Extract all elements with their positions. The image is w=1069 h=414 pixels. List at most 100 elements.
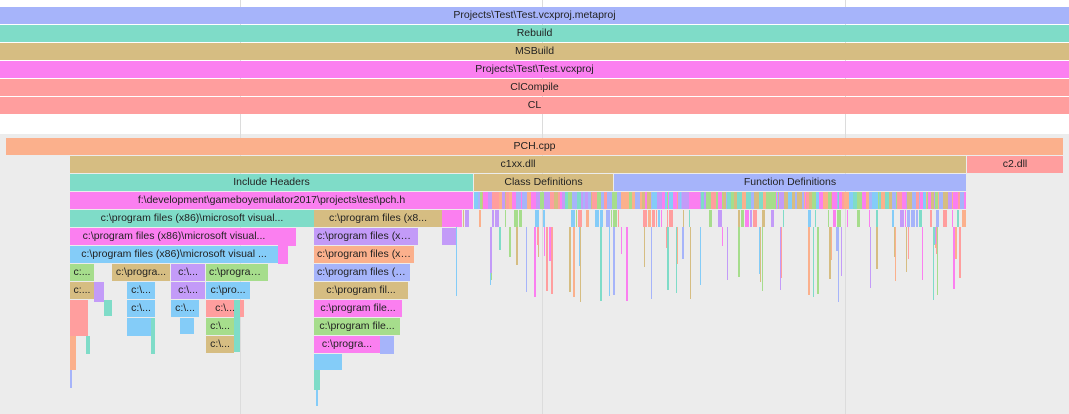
event-sliver <box>876 210 878 227</box>
event-sliver <box>760 227 761 282</box>
phase-include-headers[interactable]: Include Headers <box>70 174 473 191</box>
event-sliver <box>316 390 318 406</box>
event-sliver <box>906 192 907 209</box>
event-vcxproj[interactable]: Projects\Test\Test.vcxproj <box>0 61 1069 78</box>
include-bar[interactable]: c:\program file... <box>314 300 402 317</box>
event-sliver <box>938 192 939 209</box>
event-sliver <box>104 300 112 316</box>
include-bar[interactable]: c:... <box>70 264 94 281</box>
include-bar[interactable]: c:\progra... <box>314 336 380 353</box>
event-sliver <box>492 210 494 227</box>
event-sliver <box>546 192 550 209</box>
event-sliver <box>788 192 792 209</box>
event-sliver <box>677 192 678 209</box>
event-sliver <box>601 192 604 209</box>
event-sliver <box>526 227 527 292</box>
event-sliver <box>866 192 869 209</box>
include-bar[interactable]: c:\program files (x86)\microsoft visual.… <box>70 228 278 245</box>
include-bar[interactable]: c:\... <box>171 282 205 299</box>
event-sliver <box>701 192 704 209</box>
include-bar[interactable]: c:... <box>70 282 94 299</box>
event-sliver <box>565 192 568 209</box>
event-sliver <box>813 227 814 297</box>
event-sliver <box>906 227 907 272</box>
event-sliver <box>750 210 752 227</box>
event-sliver <box>926 192 927 209</box>
file-pch-cpp[interactable]: PCH.cpp <box>6 138 1063 155</box>
include-bar[interactable]: c:\program... <box>206 264 268 281</box>
event-sliver <box>832 192 837 209</box>
event-sliver <box>560 192 562 209</box>
event-sliver <box>948 192 952 209</box>
event-sliver <box>478 192 480 209</box>
event-sliver <box>771 192 776 209</box>
include-bar[interactable]: c:\... <box>171 300 199 317</box>
event-sliver <box>580 227 581 302</box>
event-sliver <box>943 210 947 227</box>
include-bar[interactable]: c:\program files (x86)\microsoft visual.… <box>70 210 314 227</box>
include-bar[interactable]: c:\... <box>127 282 155 299</box>
event-sliver <box>802 192 804 209</box>
event-sliver <box>907 210 910 227</box>
event-sliver <box>657 192 662 209</box>
event-clcompile[interactable]: ClCompile <box>0 79 1069 96</box>
event-sliver <box>928 192 931 209</box>
event-sliver <box>905 210 906 227</box>
header-pch-h[interactable]: f:\development\gameboyemulator2017\proje… <box>70 192 473 209</box>
event-msbuild[interactable]: MSBuild <box>0 43 1069 60</box>
event-sliver <box>652 192 657 209</box>
include-bar[interactable]: c:\progra... <box>112 264 170 281</box>
event-sliver <box>278 228 296 246</box>
event-sliver <box>935 192 938 209</box>
event-sliver <box>600 227 602 301</box>
include-bar[interactable]: c:\pro... <box>206 282 250 299</box>
event-sliver <box>847 210 848 227</box>
include-bar[interactable]: c:\... <box>206 336 234 353</box>
event-sliver <box>831 227 832 260</box>
event-sliver <box>700 192 701 209</box>
event-sliver <box>535 210 539 227</box>
event-sliver <box>151 318 155 354</box>
event-sliver <box>734 192 737 209</box>
event-sliver <box>726 192 727 209</box>
phase-function-definitions[interactable]: Function Definitions <box>614 174 966 191</box>
event-sliver <box>579 227 580 266</box>
event-sliver <box>718 210 722 227</box>
event-sliver <box>819 192 823 209</box>
event-cl[interactable]: CL <box>0 97 1069 114</box>
include-bar[interactable]: c:\program files (x8... <box>314 210 442 227</box>
event-sliver <box>569 227 571 292</box>
include-bar[interactable]: c:\program files (x... <box>314 264 410 281</box>
backend-c2[interactable]: c2.dll <box>967 156 1063 173</box>
include-bar[interactable]: c:\program files (x8... <box>314 246 414 263</box>
event-sliver <box>921 192 923 209</box>
include-bar[interactable]: c:\program fil... <box>314 282 408 299</box>
include-bar[interactable]: c:\... <box>206 318 234 335</box>
event-sliver <box>704 192 706 209</box>
event-sliver <box>952 210 953 227</box>
event-sliver <box>911 210 915 227</box>
include-bar[interactable]: c:\program file... <box>314 318 400 335</box>
event-sliver <box>644 227 645 267</box>
event-rebuild[interactable]: Rebuild <box>0 25 1069 42</box>
event-sliver <box>442 210 462 227</box>
event-sliver <box>878 192 879 209</box>
phase-class-definitions[interactable]: Class Definitions <box>474 174 613 191</box>
include-bar[interactable]: c:\... <box>127 300 155 317</box>
event-sliver <box>576 210 577 227</box>
event-sliver <box>709 210 712 227</box>
frontend-c1xx[interactable]: c1xx.dll <box>70 156 966 173</box>
event-sliver <box>673 192 677 209</box>
event-metaproj[interactable]: Projects\Test\Test.vcxproj.metaproj <box>0 7 1069 24</box>
include-bar[interactable]: c:\... <box>171 264 205 281</box>
event-sliver <box>896 192 897 209</box>
include-bar[interactable]: c:\program files (x86)\microsoft visual … <box>70 246 278 263</box>
event-sliver <box>562 192 565 209</box>
include-bar[interactable]: c:\program files (x8... <box>314 228 418 245</box>
event-sliver <box>870 227 871 288</box>
event-sliver <box>642 192 645 209</box>
event-sliver <box>738 227 740 277</box>
event-sliver <box>583 192 585 209</box>
event-sliver <box>544 227 545 256</box>
